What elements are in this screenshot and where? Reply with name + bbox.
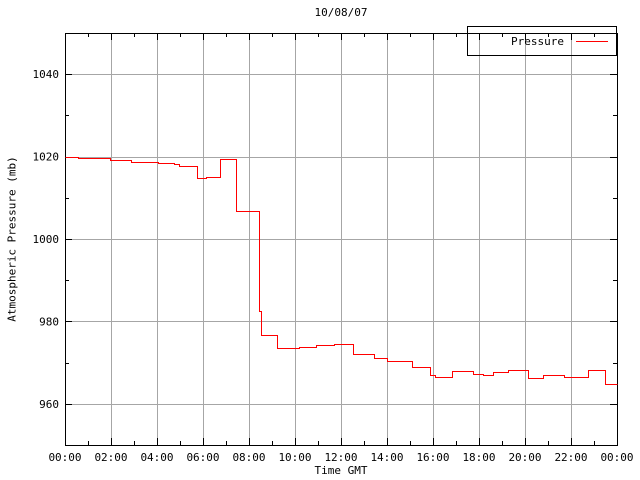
x-tick-label: 10:00 <box>278 451 311 464</box>
x-tick-label: 12:00 <box>324 451 357 464</box>
x-tick-label: 22:00 <box>554 451 587 464</box>
y-tick-label: 1040 <box>33 68 60 81</box>
pressure-series-line <box>65 157 618 385</box>
y-tick-label: 1020 <box>33 151 60 164</box>
legend-box: Pressure <box>467 26 617 56</box>
y-tick-label: 980 <box>39 315 59 328</box>
x-tick-label: 14:00 <box>370 451 403 464</box>
x-tick-label: 04:00 <box>140 451 173 464</box>
chart-title: 10/08/07 <box>314 6 368 19</box>
x-tick-label: 08:00 <box>232 451 265 464</box>
x-tick-label: 16:00 <box>416 451 449 464</box>
x-tick-label: 20:00 <box>508 451 541 464</box>
y-axis-title: Atmospheric Pressure (mb) <box>5 156 19 322</box>
x-tick-label: 00:00 <box>600 451 633 464</box>
legend-line-sample <box>576 40 608 42</box>
x-tick-label: 02:00 <box>94 451 127 464</box>
y-tick-label: 1000 <box>33 233 60 246</box>
legend-series-label: Pressure <box>511 34 564 48</box>
x-tick-label: 00:00 <box>48 451 81 464</box>
x-tick-label: 18:00 <box>462 451 495 464</box>
x-axis-title: Time GMT <box>314 464 368 477</box>
x-tick-label: 06:00 <box>186 451 219 464</box>
y-tick-label: 960 <box>39 398 59 411</box>
